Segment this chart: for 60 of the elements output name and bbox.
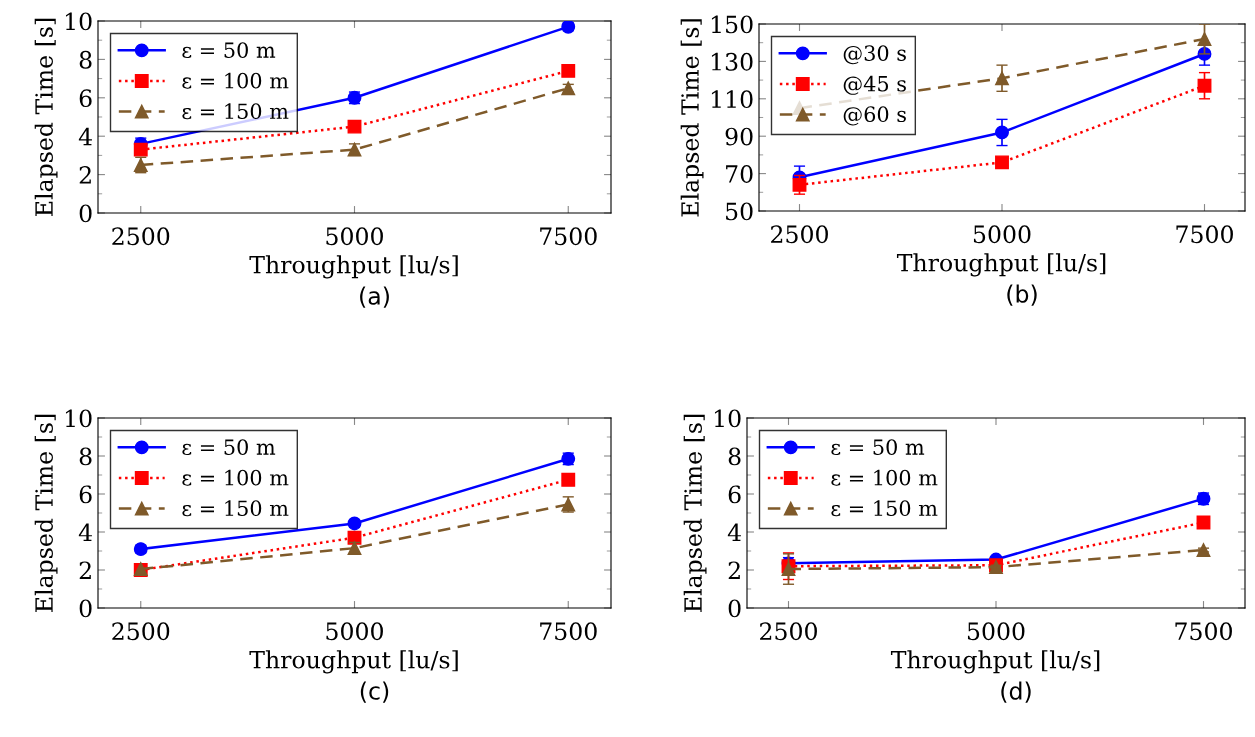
y-tick-label: 4 (78, 523, 92, 541)
x-tick-label: 5000 (973, 225, 1031, 244)
x-axis-title: Throughput [lu/s] (890, 650, 1100, 674)
x-tick-label: 5000 (326, 227, 383, 246)
text: (a) (360, 286, 389, 308)
y-tick-label: 6 (79, 89, 92, 108)
x-tick-label: 7500 (540, 227, 597, 246)
x-tick-label: 2500 (760, 622, 817, 641)
legend-label: ε = 150 m (182, 103, 289, 120)
text: (c) (360, 681, 389, 703)
y-tick-label: 6 (728, 485, 741, 504)
text: (d) (1001, 681, 1031, 703)
y-tick-label: 2 (79, 561, 91, 579)
y-axis-title: Elapsed Time [s] (34, 414, 58, 612)
legend-label: @45 s (843, 75, 906, 95)
y-tick-label: 8 (79, 447, 92, 466)
y-tick-label: 70 (726, 165, 753, 183)
legend-label: ε = 50 m (831, 439, 925, 456)
y-axis-title: Elapsed Time [s] (34, 18, 58, 216)
y-tick-label: 110 (711, 90, 753, 109)
y-tick-label: 0 (79, 204, 92, 223)
x-tick-label: 7500 (1176, 225, 1233, 244)
legend-label: @60 s (843, 106, 906, 126)
text: (b) (1007, 284, 1037, 306)
y-tick-label: 2 (728, 561, 740, 579)
legend-label: @30 s (843, 45, 906, 65)
legend-label: ε = 100 m (182, 72, 289, 89)
y-tick-label: 4 (78, 127, 92, 146)
y-axis-title: Elapsed Time [s] (680, 19, 704, 217)
x-tick-label: 5000 (326, 622, 383, 641)
x-tick-label: 2500 (771, 225, 828, 244)
legend-label: ε = 150 m (831, 500, 938, 517)
y-tick-label: 2 (79, 166, 91, 184)
x-tick-label: 2500 (112, 622, 170, 641)
legend-label: ε = 100 m (831, 469, 938, 486)
x-axis-title: Throughput [lu/s] (249, 255, 458, 279)
y-tick-label: 6 (79, 485, 92, 504)
y-tick-label: 8 (79, 50, 92, 69)
y-tick-label: 10 (714, 409, 741, 428)
y-tick-label: 50 (726, 202, 753, 221)
y-tick-label: 10 (65, 12, 92, 31)
legend-label: ε = 150 m (182, 500, 289, 517)
y-axis-title: Elapsed Time [s] (683, 414, 707, 612)
y-tick-label: 130 (711, 52, 753, 71)
legend-label: ε = 100 m (182, 469, 289, 486)
legend-label: ε = 50 m (182, 42, 276, 59)
y-tick-label: 0 (79, 599, 92, 618)
y-tick-label: 0 (728, 599, 741, 618)
x-tick-label: 7500 (540, 622, 597, 641)
x-axis-title: Throughput [lu/s] (249, 650, 458, 674)
x-axis-title: Throughput [lu/s] (896, 253, 1106, 277)
legend-label: ε = 50 m (182, 439, 276, 456)
y-tick-label: 8 (728, 447, 741, 466)
y-tick-label: 10 (65, 409, 92, 428)
x-tick-label: 2500 (112, 227, 170, 246)
y-tick-label: 150 (711, 15, 753, 34)
y-tick-label: 90 (725, 127, 753, 146)
x-tick-label: 7500 (1175, 622, 1232, 641)
y-tick-label: 4 (727, 523, 741, 541)
x-tick-label: 5000 (967, 622, 1025, 641)
